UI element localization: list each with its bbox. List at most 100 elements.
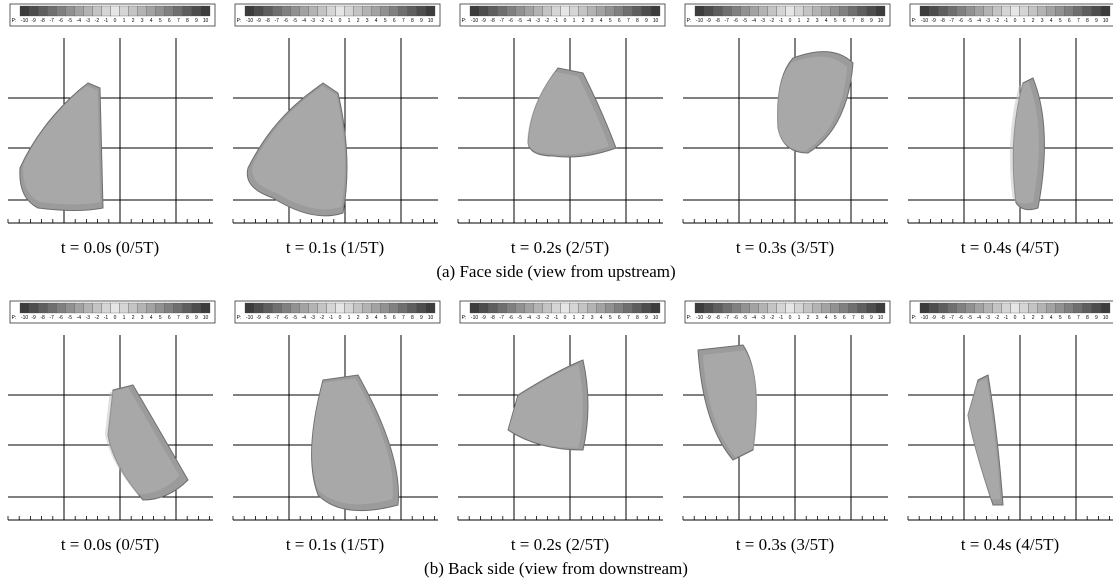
colorbar-cell — [560, 303, 569, 313]
colorbar-cell — [290, 303, 299, 313]
colorbar-tick-label: -2 — [995, 18, 1000, 24]
colorbar-cell — [867, 6, 876, 16]
colorbar-tick-label: -9 — [481, 18, 486, 24]
colorbar-tick-label: -9 — [31, 315, 36, 321]
colorbar-tick-label: 7 — [627, 18, 630, 24]
colorbar-cell — [983, 6, 992, 16]
colorbar-tick-label: 9 — [420, 315, 423, 321]
colorbar-tick-label: 2 — [807, 18, 810, 24]
colorbar-tick-label: -2 — [320, 315, 325, 321]
colorbar-cell — [74, 303, 83, 313]
colorbar-cell — [317, 6, 326, 16]
colorbar-tick-label: 1 — [798, 18, 801, 24]
blade-shading — [777, 57, 847, 151]
colorbar-tick-label: -1 — [104, 18, 109, 24]
colorbar-tick-label: 1 — [1023, 315, 1026, 321]
colorbar-tick-label: 8 — [186, 18, 189, 24]
colorbar-tick-label: 9 — [1095, 315, 1098, 321]
colorbar-tick-label: -7 — [499, 18, 504, 24]
colorbar-tick-label: -3 — [536, 315, 541, 321]
colorbar-tick-label: -1 — [104, 315, 109, 321]
colorbar-tick-label: 8 — [636, 18, 639, 24]
colorbar-tick-label: -4 — [302, 18, 307, 24]
colorbar-tick-label: -7 — [949, 18, 954, 24]
colorbar-cell — [965, 6, 974, 16]
colorbar-cell — [965, 303, 974, 313]
colorbar-prefix: P: — [462, 315, 467, 321]
colorbar-tick-label: -10 — [246, 18, 253, 24]
colorbar-tick-label: 3 — [1041, 315, 1044, 321]
colorbar-cell — [156, 303, 165, 313]
colorbar-tick-label: -10 — [696, 18, 703, 24]
colorbar-tick-label: -8 — [265, 18, 270, 24]
colorbar-tick-label: -6 — [733, 18, 738, 24]
colorbar-cell — [606, 6, 615, 16]
panel: -10-9-8-7-6-5-4-3-2-1012345678910P:t = 0… — [908, 301, 1113, 554]
colorbar-tick-label: -2 — [320, 18, 325, 24]
colorbar-cell — [695, 6, 704, 16]
colorbar-tick-label: 0 — [789, 315, 792, 321]
colorbar-cell — [470, 6, 479, 16]
colorbar-tick-label: 10 — [653, 315, 659, 321]
colorbar-cell — [354, 6, 363, 16]
colorbar-tick-label: 0 — [339, 315, 342, 321]
colorbar-cell — [254, 303, 263, 313]
panel-label: t = 0.2s (2/5T) — [511, 535, 609, 554]
panel: -10-9-8-7-6-5-4-3-2-1012345678910P:t = 0… — [458, 301, 665, 554]
colorbar-cell — [920, 303, 929, 313]
colorbar-tick-label: 0 — [114, 18, 117, 24]
colorbar-tick-label: 9 — [195, 315, 198, 321]
colorbar-cell — [345, 6, 354, 16]
colorbar-prefix: P: — [237, 315, 242, 321]
colorbar-cell — [426, 303, 435, 313]
colorbar-tick-label: -9 — [931, 315, 936, 321]
colorbar-cell — [515, 6, 524, 16]
colorbar-cell — [1038, 6, 1047, 16]
colorbar-cell — [299, 6, 308, 16]
colorbar-tick-label: -9 — [256, 18, 261, 24]
colorbar-cell — [201, 303, 210, 313]
colorbar-tick-label: 8 — [186, 315, 189, 321]
colorbar-tick-label: -2 — [770, 18, 775, 24]
colorbar-cell — [813, 6, 822, 16]
row-caption: (a) Face side (view from upstream) — [436, 262, 675, 281]
colorbar-tick-label: -8 — [490, 315, 495, 321]
colorbar-tick-label: 0 — [339, 18, 342, 24]
colorbar-tick-label: 8 — [1086, 18, 1089, 24]
panel: -10-9-8-7-6-5-4-3-2-1012345678910P:t = 0… — [683, 4, 890, 257]
colorbar-tick-label: 1 — [348, 315, 351, 321]
colorbar-cell — [876, 6, 885, 16]
panel-label: t = 0.3s (3/5T) — [736, 535, 834, 554]
colorbar-tick-label: -3 — [536, 18, 541, 24]
colorbar-tick-label: -8 — [715, 18, 720, 24]
colorbar-tick-label: 3 — [366, 18, 369, 24]
colorbar-tick-label: -4 — [527, 18, 532, 24]
panel: -10-9-8-7-6-5-4-3-2-1012345678910P:t = 0… — [8, 301, 215, 554]
colorbar-cell — [192, 6, 201, 16]
colorbar-tick-label: -7 — [724, 315, 729, 321]
colorbar-cell — [570, 6, 579, 16]
colorbar-cell — [597, 6, 606, 16]
colorbar-tick-label: -6 — [58, 18, 63, 24]
colorbar-cell — [29, 303, 38, 313]
colorbar-cell — [822, 6, 831, 16]
colorbar-tick-label: -6 — [58, 315, 63, 321]
colorbar-cell — [524, 6, 533, 16]
colorbar-tick-label: 10 — [1103, 18, 1109, 24]
colorbar-cell — [651, 6, 660, 16]
colorbar-cell — [74, 6, 83, 16]
colorbar-tick-label: 3 — [591, 315, 594, 321]
colorbar-cell — [201, 6, 210, 16]
colorbar-cell — [390, 303, 399, 313]
colorbar-cell — [1020, 6, 1029, 16]
colorbar-tick-label: -6 — [508, 18, 513, 24]
colorbar-tick-label: 4 — [150, 18, 153, 24]
colorbar-tick-label: -8 — [265, 315, 270, 321]
colorbar-cell — [831, 303, 840, 313]
colorbar-cell — [776, 303, 785, 313]
panel-label: t = 0.4s (4/5T) — [961, 238, 1059, 257]
colorbar-cell — [624, 6, 633, 16]
colorbar-tick-label: 6 — [843, 18, 846, 24]
colorbar-tick-label: 0 — [789, 18, 792, 24]
colorbar-cell — [704, 303, 713, 313]
